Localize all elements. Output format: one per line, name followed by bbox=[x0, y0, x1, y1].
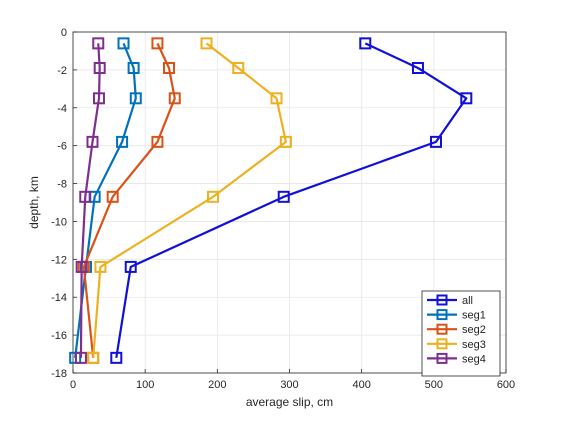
y-tick-label: 0 bbox=[61, 27, 67, 39]
x-tick-label: 200 bbox=[208, 379, 226, 391]
legend-swatch-marker bbox=[436, 309, 448, 321]
y-tick-label: -14 bbox=[51, 292, 67, 304]
data-point-seg2 bbox=[151, 135, 164, 148]
series-all bbox=[110, 37, 473, 364]
series-seg4 bbox=[74, 37, 106, 364]
legend-box bbox=[421, 290, 501, 377]
y-tick-label: -2 bbox=[57, 65, 67, 77]
x-tick-label: 0 bbox=[70, 379, 76, 391]
data-point-all bbox=[277, 190, 290, 203]
x-tick-label: 100 bbox=[136, 379, 154, 391]
data-point-seg4 bbox=[74, 351, 87, 364]
y-tick-label: -4 bbox=[57, 103, 67, 115]
series-seg3 bbox=[87, 37, 292, 364]
y-tick-label: -10 bbox=[51, 216, 67, 228]
legend-entry: seg2 bbox=[427, 323, 486, 336]
series-line-seg4 bbox=[79, 43, 101, 358]
legend-entry: all bbox=[427, 294, 473, 307]
data-point-seg3 bbox=[94, 260, 107, 273]
data-point-seg3 bbox=[270, 92, 283, 105]
legend-label: seg4 bbox=[462, 353, 486, 365]
legend-label: seg2 bbox=[462, 324, 486, 336]
data-point-seg2 bbox=[168, 92, 181, 105]
y-axis-label: depth, km bbox=[27, 176, 41, 229]
data-point-seg4 bbox=[92, 92, 105, 105]
data-point-seg4 bbox=[75, 260, 88, 273]
data-point-seg2 bbox=[162, 61, 175, 74]
data-point-seg1 bbox=[116, 135, 129, 148]
legend-entry: seg3 bbox=[427, 338, 486, 351]
legend-swatch-marker bbox=[436, 352, 448, 364]
data-point-seg3 bbox=[200, 37, 213, 50]
legend-label: seg3 bbox=[462, 339, 486, 351]
data-point-all bbox=[460, 92, 473, 105]
data-point-all bbox=[429, 135, 442, 148]
data-point-seg4 bbox=[86, 135, 99, 148]
data-point-all bbox=[359, 37, 372, 50]
data-point-seg3 bbox=[207, 190, 220, 203]
legend: all seg1 seg2 seg3 seg4 bbox=[421, 290, 501, 377]
data-point-seg4 bbox=[93, 61, 106, 74]
data-point-seg2 bbox=[106, 190, 119, 203]
data-point-all bbox=[411, 61, 424, 74]
data-point-seg4 bbox=[92, 37, 105, 50]
legend-swatch-marker bbox=[436, 323, 448, 335]
legend-swatch-marker bbox=[436, 294, 448, 306]
data-point-seg2 bbox=[151, 37, 164, 50]
data-point-seg4 bbox=[79, 190, 92, 203]
x-tick-label: 300 bbox=[280, 379, 298, 391]
series-group bbox=[69, 37, 473, 364]
series-line-all bbox=[115, 42, 468, 359]
y-tick-label: -18 bbox=[51, 368, 67, 380]
data-point-seg1 bbox=[117, 37, 130, 50]
data-point-seg1 bbox=[129, 92, 142, 105]
legend-label: seg1 bbox=[462, 310, 486, 322]
legend-entry: seg4 bbox=[427, 352, 486, 365]
data-point-all bbox=[124, 260, 137, 273]
legend-swatch-marker bbox=[436, 338, 448, 350]
data-point-seg1 bbox=[127, 61, 140, 74]
series-line-seg2 bbox=[82, 42, 176, 358]
y-tick-label: -6 bbox=[57, 141, 67, 153]
data-point-seg3 bbox=[279, 135, 292, 148]
x-tick-label: 400 bbox=[352, 379, 370, 391]
legend-entry: seg1 bbox=[427, 309, 486, 322]
data-point-all bbox=[110, 351, 123, 364]
legend-label: all bbox=[462, 295, 473, 307]
series-line-seg3 bbox=[92, 42, 287, 358]
y-tick-label: -8 bbox=[57, 179, 67, 191]
data-point-seg3 bbox=[232, 61, 245, 74]
data-point-seg3 bbox=[87, 351, 100, 364]
y-tick-label: -16 bbox=[51, 330, 67, 342]
x-tick-label: 600 bbox=[497, 379, 515, 391]
x-tick-label: 500 bbox=[425, 379, 443, 391]
y-tick-label: -12 bbox=[51, 254, 67, 266]
axis-ticks: 0 100 200 300 400 500 600 0 -2 -4 -6 -8 -10 -12 -14 -16… bbox=[51, 27, 515, 391]
x-axis-label: average slip, cm bbox=[246, 395, 333, 409]
